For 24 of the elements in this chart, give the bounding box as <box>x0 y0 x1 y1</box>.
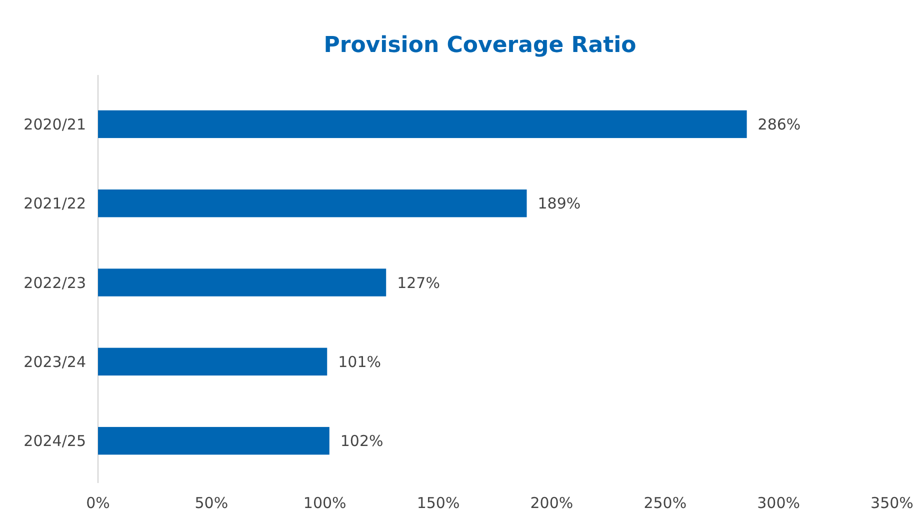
bar <box>98 189 527 218</box>
bar <box>98 348 328 376</box>
x-tick-label: 150% <box>416 494 460 512</box>
bar <box>98 426 330 455</box>
y-tick-label: 2024/25 <box>24 432 86 450</box>
x-tick-label: 200% <box>530 494 574 512</box>
x-tick-label: 300% <box>757 494 800 512</box>
x-tick-label: 100% <box>303 494 346 512</box>
data-label: 189% <box>538 194 581 213</box>
x-tick-label: 250% <box>644 494 687 512</box>
bar <box>98 268 386 296</box>
data-label: 101% <box>338 352 382 371</box>
y-tick-label: 2023/24 <box>24 352 86 371</box>
data-label: 127% <box>397 274 440 292</box>
data-label: 286% <box>758 115 801 134</box>
x-tick-label: 50% <box>194 494 228 512</box>
y-tick-label: 2020/21 <box>24 115 86 134</box>
y-tick-label: 2022/23 <box>24 274 86 292</box>
x-tick-label: 350% <box>870 494 914 512</box>
x-tick-label: 0% <box>86 494 110 512</box>
y-tick-label: 2021/22 <box>24 194 86 213</box>
data-label: 102% <box>340 432 384 450</box>
chart-title: Provision Coverage Ratio <box>324 33 636 58</box>
bar <box>98 110 747 138</box>
